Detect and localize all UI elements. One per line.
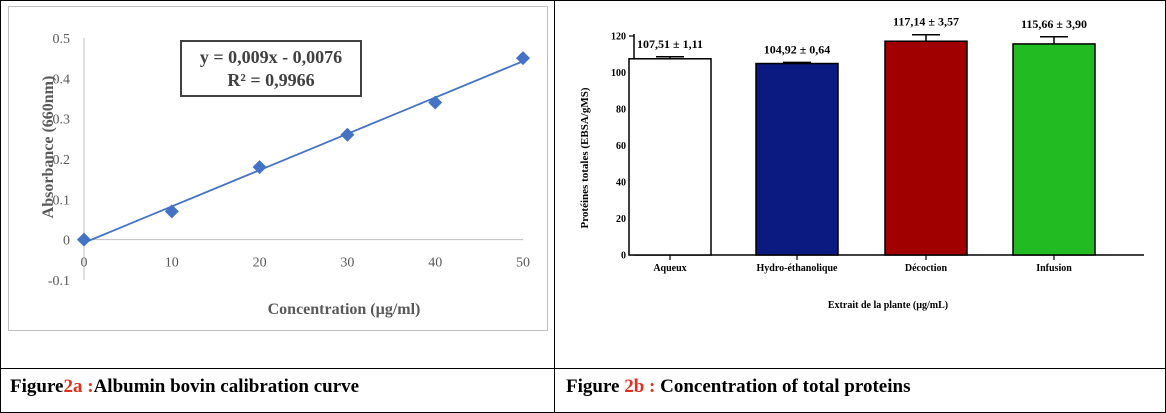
data-point-marker [164, 204, 179, 219]
bar-y-tick-label: 60 [616, 141, 626, 152]
bar-value-label: 107,51 ± 1,11 [637, 37, 703, 51]
bar-value-label: 117,14 ± 3,57 [893, 15, 959, 29]
caption-figure-2a: Figure2a :Albumin bovin calibration curv… [10, 376, 359, 398]
scatter-x-tick-label: 10 [165, 256, 179, 271]
bar-category-label: Décoction [905, 263, 948, 274]
scatter-xlabel: Concentration (µg/ml) [268, 301, 421, 318]
bar-hydro-thanolique [755, 62, 839, 256]
bar-y-tick-label: 80 [616, 105, 626, 116]
protein-bar-chart: Protéines totales (EBSA/gMS) Extrait de … [579, 15, 1144, 311]
bar-category-label: Aqueux [653, 263, 686, 274]
data-point-marker [77, 232, 91, 247]
bar-category-label: Infusion [1036, 263, 1072, 274]
scatter-x-tick-label: 50 [516, 256, 530, 271]
bar-y-tick-label: 120 [611, 32, 626, 43]
bar-aqueux [628, 58, 712, 256]
scatter-y-tick-label: 0.2 [53, 153, 71, 168]
scatter-x-tick-label: 20 [253, 256, 267, 271]
scatter-y-tick-label: 0.5 [53, 32, 71, 47]
scatter-y-tick-label: -0.1 [48, 274, 70, 289]
bar-d-coction [884, 40, 968, 256]
scatter-x-tick-label: 0 [81, 256, 88, 271]
scatter-x-tick-label: 40 [428, 256, 442, 271]
caption-row-divider [0, 368, 1166, 369]
caption-2b-number: 2b : [624, 376, 656, 397]
scatter-x-tick-label: 30 [340, 256, 354, 271]
caption-figure-2b: Figure 2b : Concentration of total prote… [566, 376, 910, 398]
bar-infusion [1012, 43, 1096, 256]
scatter-ylabel: Absorbance (660nm) [40, 76, 57, 219]
bar-y-tick-label: 0 [621, 251, 626, 262]
scatter-y-tick-label: 0.3 [53, 113, 71, 128]
column-divider [554, 0, 555, 413]
calibration-chart: Absorbance (660nm) Concentration (µg/ml)… [40, 32, 530, 318]
caption-2a-prefix: Figure [10, 376, 64, 397]
trendline [83, 60, 524, 244]
caption-2a-number: 2a : [63, 376, 94, 397]
scatter-y-tick-label: 0 [63, 234, 70, 249]
scatter-y-tick-label: 0.1 [53, 193, 71, 208]
r-squared: R² = 0,9966 [227, 70, 315, 90]
bar-xlabel: Extrait de la plante (µg/mL) [828, 300, 948, 311]
regression-equation-box: y = 0,009x - 0,0076 R² = 0,9966 [180, 40, 362, 97]
data-point-marker [340, 127, 355, 142]
regression-equation: y = 0,009x - 0,0076 [199, 47, 343, 67]
scatter-y-tick-label: 0.4 [53, 72, 71, 87]
caption-2b-title: Concentration of total proteins [655, 376, 911, 397]
bar-category-label: Hydro-éthanolique [757, 263, 838, 274]
bar-value-label: 115,66 ± 3,90 [1021, 17, 1087, 31]
protein-chart-panel: Protéines totales (EBSA/gMS) Extrait de … [562, 6, 1162, 346]
bar-value-label: 104,92 ± 0,64 [764, 42, 831, 56]
bar-y-tick-label: 40 [616, 178, 626, 189]
bar-ylabel: Protéines totales (EBSA/gMS) [579, 87, 591, 228]
calibration-chart-panel: Absorbance (660nm) Concentration (µg/ml)… [8, 6, 548, 331]
bar-y-tick-label: 20 [616, 214, 626, 225]
bar-y-tick-label: 100 [611, 68, 626, 79]
caption-2a-title: Albumin bovin calibration curve [93, 376, 360, 397]
caption-2b-prefix: Figure [566, 376, 625, 397]
data-point-marker [428, 95, 443, 110]
data-point-marker [252, 160, 267, 175]
data-point-marker [516, 51, 530, 66]
